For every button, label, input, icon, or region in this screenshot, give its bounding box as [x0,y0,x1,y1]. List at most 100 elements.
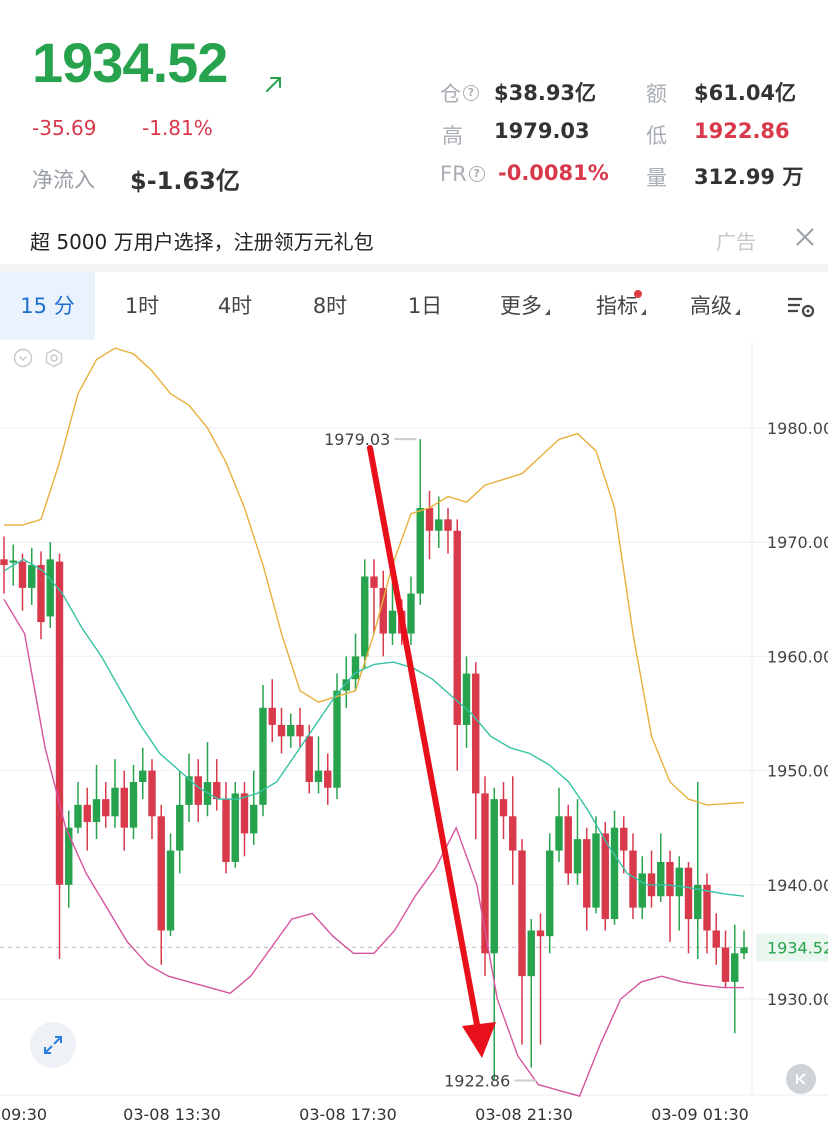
turnover-value: $61.04亿 [694,81,797,105]
candle-body [65,827,73,885]
tab-8h[interactable]: 8时 [312,294,348,318]
candle-body [296,724,304,737]
ad-banner-text[interactable]: 超 5000 万用户选择，注册领万元礼包 [30,230,374,254]
candle-body [176,804,184,851]
last-price: 1934.52 [32,31,228,94]
expand-button[interactable] [30,1022,76,1068]
candle-body [361,576,369,657]
candle-body [37,565,45,623]
tab-indicators-label: 指标 [596,294,638,318]
turnover-label: 额 [646,82,667,106]
current-price-tag [756,933,828,962]
funding-rate-label[interactable]: FR? [440,162,485,186]
trend-annotation-arrowhead [462,1022,496,1058]
candle-body [555,816,563,851]
back-to-latest-button[interactable] [786,1064,816,1094]
candle-body [277,724,286,737]
candle-body [509,816,517,851]
tab-1d[interactable]: 1日 [407,294,443,318]
netflow-value: $-1.63亿 [130,167,240,195]
candle-body [250,804,258,834]
low-value: 1922.86 [694,119,790,143]
tab-more-label: 更多 [500,294,542,318]
candle-body [46,559,54,617]
tab-advanced-label: 高级 [690,294,732,318]
candle-body [74,804,82,828]
tab-15m[interactable]: 15 分 [0,272,95,340]
candle-body [444,519,452,531]
high-value: 1979.03 [494,119,590,143]
candle-body [694,884,702,920]
candle-body [287,724,295,737]
chevron-down-icon[interactable] [13,348,33,368]
candle-body [453,530,461,725]
candle-body [518,850,526,977]
candle-body [684,867,693,920]
candle-body [731,953,739,982]
gear-icon[interactable] [44,348,64,368]
interval-tab-bar: 15 分 1时 4时 8时 1日 更多 指标 高级 [0,272,828,340]
candle-body [740,947,748,954]
section-divider [0,264,828,272]
open-interest-label-text: 仓 [440,82,461,106]
candle-body [536,930,545,937]
tab-indicators[interactable]: 指标 [576,272,666,340]
high-annotation-label: 1979.03 [324,430,390,449]
candle-body [259,707,267,805]
kline-chart-svg[interactable]: 1980.00 1970.00 1960.00 1950.00 1940.00 1930.… [0,340,828,1133]
candle-body [573,839,582,874]
candle-body [222,799,230,862]
candle-body [92,799,101,822]
expand-icon [44,1036,62,1054]
close-icon[interactable] [794,226,816,248]
candle-body [324,770,332,788]
dropdown-triangle-icon [735,309,740,315]
candle-body [139,770,147,783]
candle-body [129,782,138,828]
candle-body [314,770,323,783]
candle-body [407,593,415,634]
volume-label: 量 [646,166,667,190]
netflow-label: 净流入 [32,168,95,192]
candle-body [102,799,110,817]
tab-advanced[interactable]: 高级 [670,272,760,340]
candle-body [83,804,91,822]
x-tick-label: 03-09 01:30 [651,1105,749,1124]
y-tick-label: 1950.00 [767,762,828,781]
y-tick-label: 1960.00 [767,647,828,666]
candle-body [9,560,17,563]
kline-chart[interactable]: 1980.00 1970.00 1960.00 1950.00 1940.00 1930.… [0,340,828,1133]
bollinger-middle-line [3,558,745,897]
candle-body [388,610,397,634]
candle-body [157,816,165,931]
dropdown-triangle-icon [641,309,646,315]
candle-body [166,850,175,931]
candle-body [111,787,119,817]
candle-body [351,656,360,680]
current-price-label: 1934.52 [767,938,828,957]
funding-rate-value: -0.0081% [498,161,609,185]
trend-annotation-arrow [367,445,481,1033]
tab-more[interactable]: 更多 [480,272,570,340]
chart-settings-icon[interactable] [786,294,816,320]
candle-body [333,690,341,788]
low-annotation-label: 1922.86 [444,1072,510,1091]
candle-body [342,679,350,691]
volume-value: 312.99 万 [694,165,804,189]
price-axis-panel [752,340,828,1095]
price-change-percent: -1.81% [142,116,213,140]
candle-body [657,861,665,897]
help-icon[interactable]: ? [463,85,479,101]
candle-body [462,673,471,725]
candle-body [472,673,480,794]
tab-4h[interactable]: 4时 [217,294,253,318]
help-icon[interactable]: ? [468,166,485,182]
candle-body [18,561,27,588]
tab-1h[interactable]: 1时 [124,294,160,318]
open-interest-label[interactable]: 仓? [440,78,479,108]
candle-body [416,507,424,594]
candle-body [481,793,489,954]
candle-body [379,587,387,634]
candle-body [721,947,730,982]
candle-body [231,793,239,862]
